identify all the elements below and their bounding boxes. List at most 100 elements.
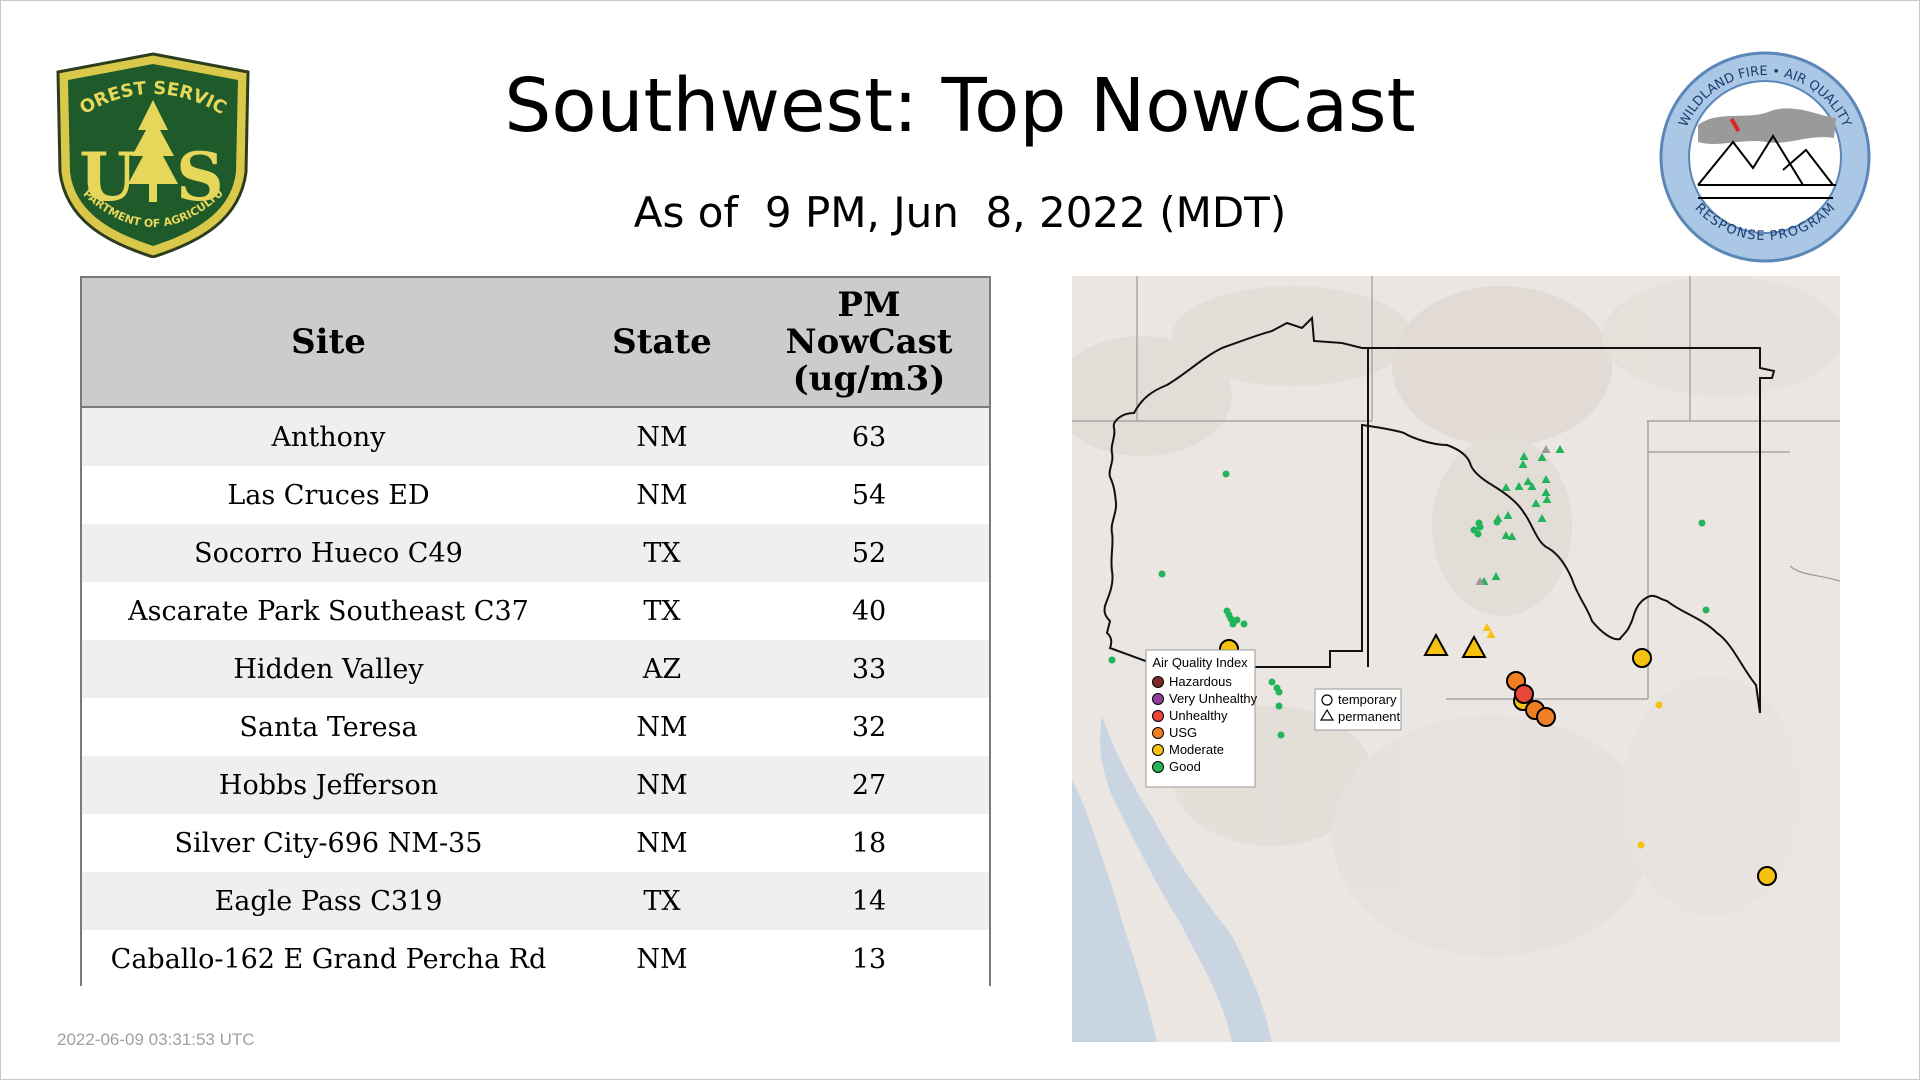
station-marker-good-triangle	[1537, 514, 1547, 522]
table-row: Hobbs Jefferson NM 27	[82, 756, 989, 814]
station-marker-good-circle	[1233, 616, 1241, 624]
aqi-legend-title: Air Quality Index	[1152, 655, 1248, 670]
station-marker-good-triangle	[1503, 511, 1513, 519]
usfs-letter-u: U	[79, 138, 137, 216]
cell-state: TX	[575, 872, 749, 930]
pine-tree-icon	[128, 100, 178, 202]
cell-pm-nowcast: 27	[749, 756, 989, 814]
page-title: Southwest: Top NowCast	[504, 63, 1416, 149]
cell-pm-nowcast: 32	[749, 698, 989, 756]
table-row: Santa Teresa NM 32	[82, 698, 989, 756]
station-marker-good-triangle	[1531, 499, 1541, 507]
region-boundary	[1103, 315, 1776, 714]
station-marker-good-triangle	[1541, 475, 1551, 483]
legend-label: Moderate	[1169, 742, 1224, 757]
station-marker-good-triangle	[1537, 453, 1547, 461]
station-marker-moderate-triangle	[1482, 623, 1492, 631]
cell-pm-nowcast: 14	[749, 872, 989, 930]
station-marker-good-triangle	[1501, 531, 1511, 539]
cell-state: NM	[575, 814, 749, 872]
cell-pm-nowcast: 52	[749, 524, 989, 582]
station-marker-good-triangle	[1514, 482, 1524, 490]
cell-state: NM	[575, 756, 749, 814]
aqi-legend: Air Quality Index Hazardous Very Unhealth…	[1145, 649, 1258, 788]
station-marker-large-moderate-triangle	[1461, 634, 1487, 658]
station-marker-moderate-triangle	[1486, 630, 1496, 638]
legend-swatch-usg	[1152, 727, 1164, 739]
aqi-map: Air Quality Index Hazardous Very Unhealth…	[1072, 276, 1840, 1042]
column-header-line-3: (ug/m3)	[792, 358, 946, 399]
station-marker-good-circle	[1158, 570, 1166, 578]
station-marker-large-moderate-circle	[1757, 866, 1777, 886]
legend-label: Unhealthy	[1169, 708, 1228, 723]
station-marker-good-circle	[1275, 688, 1283, 696]
station-markers	[1108, 445, 1777, 886]
column-header-site: Site	[82, 278, 575, 408]
cell-site: Socorro Hueco C49	[82, 524, 575, 582]
station-marker-moderate-circle	[1637, 841, 1645, 849]
cell-pm-nowcast: 63	[749, 407, 989, 466]
station-marker-good-triangle	[1493, 514, 1503, 522]
station-marker-good-circle	[1474, 530, 1482, 538]
station-marker-good-circle	[1240, 620, 1248, 628]
cell-state: NM	[575, 407, 749, 466]
legend-permanent-label: permanent	[1338, 709, 1401, 724]
temporary-circle-icon	[1321, 694, 1333, 706]
station-marker-gray-triangle	[1475, 577, 1485, 585]
table-row: Eagle Pass C319 TX 14	[82, 872, 989, 930]
column-header-line-2: NowCast	[785, 321, 953, 362]
cell-state: TX	[575, 582, 749, 640]
station-marker-good-triangle	[1527, 482, 1537, 490]
station-marker-good-circle	[1698, 519, 1706, 527]
station-marker-good-circle	[1275, 702, 1283, 710]
nowcast-table-container: Site State PM NowCast (ug/m3) Anthony NM 6…	[80, 276, 991, 988]
cell-pm-nowcast: 54	[749, 466, 989, 524]
station-marker-good-circle	[1476, 523, 1484, 531]
column-header-line-1: PM	[837, 284, 901, 325]
station-marker-good-triangle	[1501, 483, 1511, 491]
map-canvas: Air Quality Index Hazardous Very Unhealth…	[1072, 276, 1840, 1042]
station-marker-large-moderate-circle	[1632, 648, 1652, 668]
air-quality-program-logo: WILDLAND FIRE • AIR QUALITY RESPONSE PRO…	[1659, 51, 1871, 263]
generated-timestamp: 2022-06-09 03:31:53 UTC	[57, 1030, 255, 1049]
forest-service-logo: FOREST SERVICE U S DEPARTMENT OF AGRICUL…	[50, 52, 250, 258]
table-header-row: Site State PM NowCast (ug/m3)	[82, 278, 989, 408]
cell-site: Silver City-696 NM-35	[82, 814, 575, 872]
table-row: Las Cruces ED NM 54	[82, 466, 989, 524]
legend-swatch-hazardous	[1152, 676, 1164, 688]
column-header-state: State	[575, 278, 749, 408]
cell-site: Caballo-162 E Grand Percha Rd	[82, 930, 575, 988]
cell-state: NM	[575, 698, 749, 756]
nowcast-table: Site State PM NowCast (ug/m3) Anthony NM 6…	[82, 278, 989, 988]
table-row: Caballo-162 E Grand Percha Rd NM 13	[82, 930, 989, 988]
cell-site: Anthony	[82, 407, 575, 466]
station-marker-good-triangle	[1542, 495, 1552, 503]
legend-label: USG	[1169, 725, 1197, 740]
station-marker-large-usg-circle	[1536, 707, 1556, 727]
legend-label: Good	[1169, 759, 1201, 774]
pacific-ocean	[1072, 781, 1157, 1042]
station-marker-large-moderate-triangle	[1423, 632, 1449, 656]
legend-swatch-very-unhealthy	[1152, 693, 1164, 705]
station-marker-good-circle	[1277, 731, 1285, 739]
station-marker-large-unhealthy-circle	[1514, 684, 1534, 704]
cell-site: Eagle Pass C319	[82, 872, 575, 930]
legend-label: Very Unhealthy	[1169, 691, 1258, 706]
cell-pm-nowcast: 40	[749, 582, 989, 640]
station-marker-gray-triangle	[1541, 445, 1551, 453]
cell-site: Ascarate Park Southeast C37	[82, 582, 575, 640]
station-marker-good-circle	[1222, 470, 1230, 478]
column-header-pm-nowcast: PM NowCast (ug/m3)	[749, 278, 989, 408]
cell-state: AZ	[575, 640, 749, 698]
table-row: Hidden Valley AZ 33	[82, 640, 989, 698]
cell-site: Hidden Valley	[82, 640, 575, 698]
page-subtitle: As of 9 PM, Jun 8, 2022 (MDT)	[633, 188, 1287, 237]
cell-state: NM	[575, 930, 749, 988]
gulf-of-california	[1100, 716, 1272, 1042]
cell-state: NM	[575, 466, 749, 524]
legend-swatch-good	[1152, 761, 1164, 773]
cell-pm-nowcast: 18	[749, 814, 989, 872]
table-row: Anthony NM 63	[82, 407, 989, 466]
cell-pm-nowcast: 13	[749, 930, 989, 988]
table-row: Ascarate Park Southeast C37 TX 40	[82, 582, 989, 640]
